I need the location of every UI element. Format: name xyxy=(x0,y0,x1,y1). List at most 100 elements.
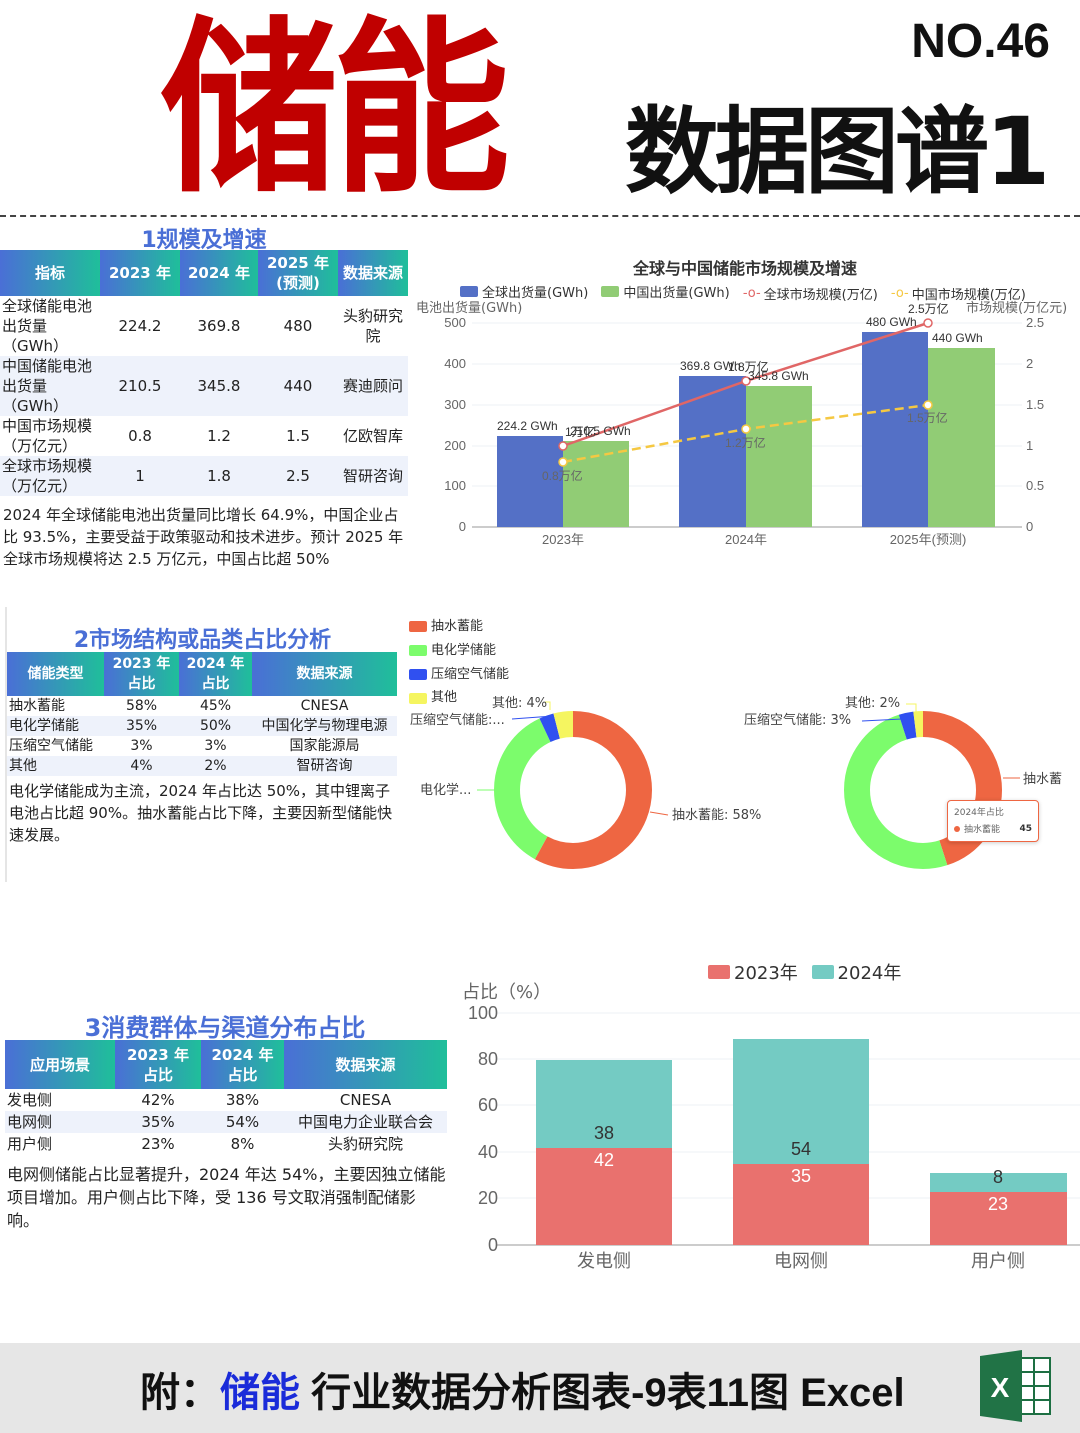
legend-2023[interactable]: 2023年 xyxy=(708,959,798,985)
legend-pumped-hydro[interactable]: 抽水蓄能 xyxy=(409,616,483,638)
table-row: 用户侧 23% 8% 头豹研究院 xyxy=(7,1135,403,1153)
svg-text:8: 8 xyxy=(993,1167,1003,1187)
chart-plot: 100 80 60 40 20 0 发电侧 电网侧 用户侧 38 42 54 35 8 23 xyxy=(468,1003,1080,1271)
chart-legend: 2023年 2024年 xyxy=(708,959,909,985)
col-header: 指标 xyxy=(0,250,100,296)
svg-text:1.2万亿: 1.2万亿 xyxy=(725,435,766,450)
y-axis-label: 电池出货量(GWh) xyxy=(416,301,523,316)
section3-note: 电网侧储能占比显著提升，2024 年达 54%，主要因独立储能项目增加。用户侧占… xyxy=(7,1165,446,1230)
svg-text:抽水蓄能: 58%: 抽水蓄能: 58% xyxy=(672,808,761,823)
svg-text:38: 38 xyxy=(594,1123,614,1143)
svg-text:60: 60 xyxy=(478,1095,498,1115)
svg-text:用户侧: 用户侧 xyxy=(971,1251,1025,1271)
table-row: 压缩空气储能 3% 3% 国家能源局 xyxy=(9,738,360,754)
section1-table: 指标 2023 年 2024 年 2025 年 (预测) 数据来源 全球储能电池出… xyxy=(0,250,408,496)
section3-title: 3消费群体与渠道分布占比 xyxy=(84,1014,366,1042)
svg-text:电化学...: 电化学... xyxy=(420,782,471,798)
svg-text:其他: 4%: 其他: 4% xyxy=(492,696,547,711)
main-title: 储能 xyxy=(160,0,510,219)
chart-plot: 500 400 300 200 100 0 2.5 2 1.5 1 0.5 0 2023年 2… xyxy=(444,301,1044,547)
table-row: 发电侧 42% 38% CNESA xyxy=(7,1091,392,1109)
svg-text:2.5: 2.5 xyxy=(1026,315,1044,330)
svg-text:0.5: 0.5 xyxy=(1026,478,1044,493)
col-header: 数据来源 xyxy=(284,1040,447,1089)
pie-legend: 抽水蓄能 电化学储能 压缩空气储能 其他 xyxy=(409,616,517,711)
col-header: 应用场景 xyxy=(5,1040,115,1089)
svg-text:1.5: 1.5 xyxy=(1026,397,1044,412)
svg-text:其他: 2%: 其他: 2% xyxy=(845,696,900,711)
table-row: 中国储能电池出货量（GWh） 210.5 345.8 440 赛迪顾问 xyxy=(0,356,408,416)
legend-other[interactable]: 其他 xyxy=(409,687,457,709)
col-header: 储能类型 xyxy=(7,652,104,696)
table-row: 全球储能电池出货量（GWh） 224.2 369.8 480 头豹研究院 xyxy=(2,297,403,355)
section1-note: 2024 年全球储能电池出货量同比增长 64.9%，中国企业占比 93.5%，主… xyxy=(3,506,404,568)
svg-text:1.8万亿: 1.8万亿 xyxy=(728,359,769,374)
svg-text:1万亿: 1万亿 xyxy=(565,424,596,439)
svg-text:抽水蓄: 抽水蓄 xyxy=(1023,772,1062,787)
svg-text:20: 20 xyxy=(478,1188,498,1208)
svg-text:0.8万亿: 0.8万亿 xyxy=(542,468,583,483)
svg-text:300: 300 xyxy=(444,397,466,412)
legend-global-shipment[interactable]: 全球出货量(GWh) xyxy=(460,282,588,301)
subtitle: 数据图谱1 xyxy=(625,98,1050,207)
table-row: 抽水蓄能 58% 45% CNESA xyxy=(9,698,349,714)
col-header: 2023 年占比 xyxy=(104,652,179,696)
legend-china-market[interactable]: -o- 中国市场规模(万亿) xyxy=(890,286,1026,303)
svg-text:80: 80 xyxy=(478,1049,498,1069)
col-header: 2024 年 xyxy=(180,250,258,296)
svg-text:35: 35 xyxy=(791,1166,811,1186)
col-header: 2025 年 (预测) xyxy=(258,250,338,296)
svg-text:100: 100 xyxy=(444,478,466,493)
section2-note: 电化学储能成为主流，2024 年占比达 50%，其中锂离子电池占比超 90%。抽… xyxy=(9,782,393,844)
col-header: 数据来源 xyxy=(338,250,408,296)
svg-text:42: 42 xyxy=(594,1150,614,1170)
svg-text:40: 40 xyxy=(478,1142,498,1162)
svg-text:224.2 GWh: 224.2 GWh xyxy=(497,419,558,433)
svg-text:2025年(预测): 2025年(预测) xyxy=(890,532,967,547)
svg-text:480 GWh: 480 GWh xyxy=(866,315,917,329)
section2-title: 2市场结构或品类占比分析 xyxy=(73,628,332,653)
issue-number: NO.46 xyxy=(911,15,1050,68)
svg-text:200: 200 xyxy=(444,438,466,453)
footer-text: 附：储能 行业数据分析图表-9表11图 Excel xyxy=(140,1371,905,1415)
svg-text:23: 23 xyxy=(988,1194,1008,1214)
svg-text:2023年: 2023年 xyxy=(542,532,584,547)
table-row: 其他 4% 2% 智研咨询 xyxy=(7,756,397,776)
legend-electrochemical[interactable]: 电化学储能 xyxy=(409,640,496,662)
channel-stacked-chart: 2023年 2024年 占比（%） 100 80 60 40 20 0 发电侧 电网侧… xyxy=(450,955,1080,1275)
svg-text:369.8 GWh: 369.8 GWh xyxy=(680,359,741,373)
svg-text:发电侧: 发电侧 xyxy=(577,1251,631,1271)
svg-text:压缩空气储能:...: 压缩空气储能:... xyxy=(410,712,505,728)
svg-text:压缩空气储能: 3%: 压缩空气储能: 3% xyxy=(744,712,851,728)
y-axis-label: 占比（%） xyxy=(462,982,552,1003)
svg-text:400: 400 xyxy=(444,356,466,371)
section2-border xyxy=(5,607,7,882)
svg-text:1.5万亿: 1.5万亿 xyxy=(907,410,948,425)
svg-text:100: 100 xyxy=(468,1003,498,1023)
table-row: 电化学储能 35% 50% 中国化学与物理电源 xyxy=(7,716,397,736)
legend-2024[interactable]: 2024年 xyxy=(811,959,901,985)
col-header: 2023 年 xyxy=(100,250,180,296)
legend-china-shipment[interactable]: 中国出货量(GWh) xyxy=(601,282,730,301)
pie-tooltip: 2024年占比 抽水蓄能 45 xyxy=(947,800,1039,842)
divider xyxy=(0,215,1080,217)
svg-text:2024年: 2024年 xyxy=(725,532,767,547)
y2-axis-label: 市场规模(万亿元) xyxy=(966,301,1068,316)
legend-global-market[interactable]: -o- 全球市场规模(万亿) xyxy=(742,286,878,303)
svg-text:0: 0 xyxy=(488,1235,498,1255)
chart-title: 全球与中国储能市场规模及增速 xyxy=(632,259,857,278)
svg-text:440 GWh: 440 GWh xyxy=(932,331,983,345)
svg-text:210.5 GWh: 210.5 GWh xyxy=(570,424,631,438)
col-header: 2023 年占比 xyxy=(115,1040,201,1089)
section2-table: 储能类型 2023 年占比 2024 年占比 数据来源 抽水蓄能 58% 45% CN… xyxy=(7,652,397,776)
col-header: 2024 年占比 xyxy=(201,1040,284,1089)
excel-icon: X xyxy=(980,1350,1051,1422)
svg-text:2: 2 xyxy=(1026,356,1033,371)
chart-legend: 全球出货量(GWh) 中国出货量(GWh) -o- 全球市场规模(万亿) -o- 中… xyxy=(460,282,1034,303)
svg-text:1: 1 xyxy=(1026,438,1033,453)
svg-text:500: 500 xyxy=(444,315,466,330)
table-row: 全球市场规模（万亿元） 1 1.8 2.5 智研咨询 xyxy=(0,456,408,496)
pie-chart-2023: 其他: 4% 压缩空气储能:... 电化学... 抽水蓄能: 58% xyxy=(410,696,761,869)
footer-bar xyxy=(0,1343,1080,1433)
legend-compressed-air[interactable]: 压缩空气储能 xyxy=(409,664,509,686)
